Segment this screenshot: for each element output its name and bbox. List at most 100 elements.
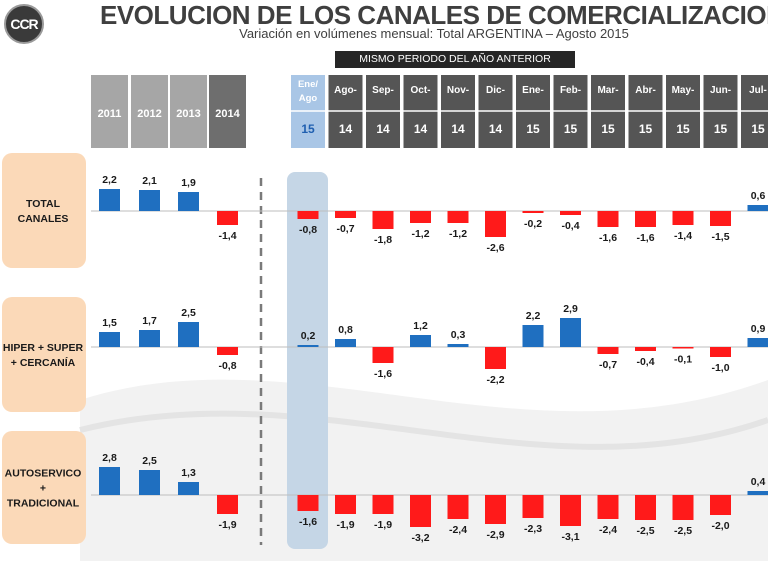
- data-label: -1,6: [374, 368, 392, 380]
- negative-bar: [373, 211, 394, 229]
- month-header-label: Dic-: [486, 85, 505, 96]
- positive-bar: [99, 332, 120, 347]
- row-label-box: [2, 297, 86, 412]
- negative-bar: [598, 347, 619, 354]
- data-label: 0,8: [338, 324, 353, 336]
- data-label: -1,6: [599, 232, 617, 244]
- positive-bar: [178, 192, 199, 211]
- month-header-year: 15: [751, 122, 765, 136]
- positive-bar: [748, 491, 768, 495]
- data-label: 2,5: [181, 307, 196, 319]
- positive-bar: [139, 330, 160, 347]
- negative-bar: [635, 347, 656, 351]
- positive-bar: [99, 189, 120, 211]
- negative-bar: [298, 211, 319, 219]
- negative-bar: [710, 347, 731, 357]
- month-header-year: 15: [714, 122, 728, 136]
- data-label: -0,7: [336, 223, 354, 235]
- year-header-label: 2014: [215, 108, 240, 120]
- row-label-box: [2, 153, 86, 268]
- negative-bar: [560, 211, 581, 215]
- negative-bar: [523, 495, 544, 518]
- negative-bar: [673, 347, 694, 349]
- negative-bar: [217, 211, 238, 225]
- month-header-label: May-: [672, 85, 695, 96]
- data-label: 1,2: [413, 320, 428, 332]
- data-label: -1,9: [336, 519, 354, 531]
- data-label: -1,2: [411, 228, 429, 240]
- positive-bar: [298, 345, 319, 347]
- negative-bar: [523, 211, 544, 213]
- negative-bar: [710, 495, 731, 515]
- positive-bar: [410, 335, 431, 347]
- data-label: 2,5: [142, 455, 157, 467]
- month-header-year: 15: [676, 122, 690, 136]
- month-header-label: Jun-: [710, 85, 731, 96]
- negative-bar: [335, 495, 356, 514]
- data-label: 1,9: [181, 177, 196, 189]
- negative-bar: [485, 347, 506, 369]
- data-label: -3,1: [561, 531, 579, 543]
- negative-bar: [410, 211, 431, 223]
- negative-bar: [598, 495, 619, 519]
- month-header-label: Oct-: [411, 85, 431, 96]
- positive-bar: [523, 325, 544, 347]
- positive-bar: [178, 482, 199, 495]
- ccr-logo: CCR: [4, 4, 44, 44]
- row-label-text: +: [40, 483, 46, 495]
- row-label-text: + CERCANÍA: [11, 356, 76, 369]
- data-label: -0,7: [599, 359, 617, 371]
- data-label: 1,7: [142, 315, 157, 327]
- data-label: -1,9: [374, 519, 392, 531]
- negative-bar: [485, 211, 506, 237]
- month-header-year: 15: [639, 122, 653, 136]
- month-header-year: 14: [489, 122, 503, 136]
- row-label-text: HIPER + SUPER: [3, 342, 84, 354]
- month-header-year: 14: [414, 122, 428, 136]
- data-label: -0,8: [299, 224, 317, 236]
- data-label: -1,8: [374, 234, 392, 246]
- negative-bar: [373, 347, 394, 363]
- row-label-text: CANALES: [18, 213, 69, 225]
- data-label: -0,2: [524, 218, 542, 230]
- negative-bar: [410, 495, 431, 527]
- month-header-label: Sep-: [372, 85, 394, 96]
- row-label-text: AUTOSERVICO: [5, 468, 82, 480]
- positive-bar: [178, 322, 199, 347]
- data-label: -1,0: [711, 362, 729, 374]
- month-header-year: 15: [301, 122, 315, 136]
- negative-bar: [217, 495, 238, 514]
- month-header-year: 15: [601, 122, 615, 136]
- negative-bar: [217, 347, 238, 355]
- data-label: -0,4: [561, 220, 579, 232]
- month-header-year: 15: [526, 122, 540, 136]
- month-header-label: Ene/: [298, 79, 318, 90]
- data-label: -2,4: [449, 524, 467, 536]
- data-label: 1,5: [102, 317, 117, 329]
- data-label: -0,1: [674, 354, 692, 366]
- month-header-label: Abr-: [635, 85, 656, 96]
- data-label: 2,9: [563, 303, 578, 315]
- previous-period-banner: MISMO PERIODO DEL AÑO ANTERIOR: [335, 51, 575, 68]
- month-header-label: Mar-: [597, 85, 618, 96]
- data-label: -3,2: [411, 532, 429, 544]
- negative-bar: [710, 211, 731, 226]
- month-header-label: Feb-: [560, 85, 581, 96]
- data-label: 0,9: [751, 323, 766, 335]
- row-label-text: TOTAL: [26, 198, 61, 210]
- row-label-text: TRADICIONAL: [7, 498, 80, 510]
- negative-bar: [673, 495, 694, 520]
- negative-bar: [635, 495, 656, 520]
- data-label: -1,5: [711, 231, 729, 243]
- data-label: 2,2: [102, 174, 117, 186]
- month-header-label: Ago: [299, 93, 318, 104]
- data-label: -0,8: [218, 360, 236, 372]
- positive-bar: [139, 190, 160, 211]
- data-label: -1,6: [299, 516, 317, 528]
- data-label: -2,5: [674, 525, 692, 537]
- data-label: 2,2: [526, 310, 541, 322]
- negative-bar: [448, 211, 469, 223]
- negative-bar: [673, 211, 694, 225]
- data-label: 0,2: [301, 330, 316, 342]
- positive-bar: [139, 470, 160, 495]
